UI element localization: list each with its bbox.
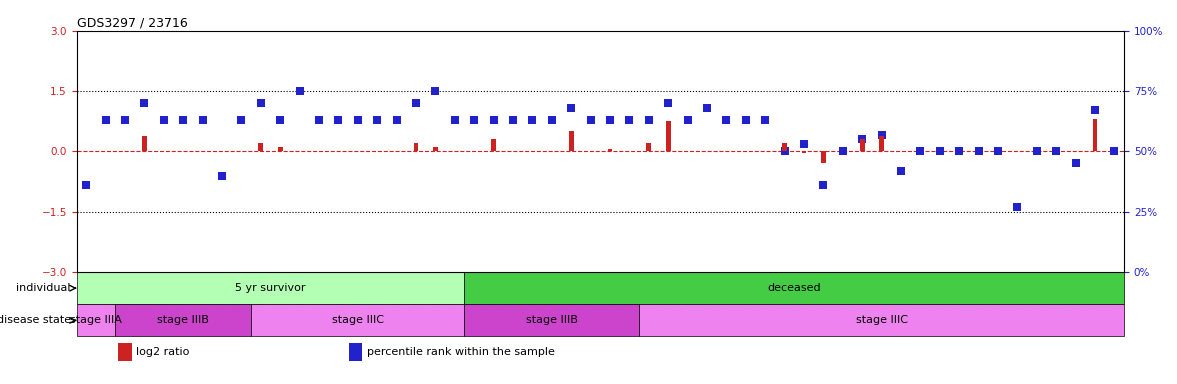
Point (484, 117, 503, 123)
Text: GDS3297 / 23716: GDS3297 / 23716 (77, 17, 187, 30)
Text: stage IIIB: stage IIIB (526, 315, 578, 325)
Point (504, 117, 523, 123)
Point (950, 148, 969, 154)
Point (406, 100, 425, 106)
Point (833, 148, 852, 154)
Text: stage IIIB: stage IIIB (158, 315, 210, 325)
Point (561, 105, 580, 111)
Point (620, 117, 639, 123)
Point (911, 148, 930, 154)
Point (387, 117, 406, 123)
Point (698, 105, 717, 111)
Bar (119, 343, 132, 361)
Text: deceased: deceased (767, 283, 822, 293)
Bar (607, 149, 612, 151)
Bar (115, 304, 251, 336)
Point (445, 117, 464, 123)
Point (891, 168, 910, 174)
Point (291, 88, 310, 94)
Point (310, 117, 328, 123)
Point (969, 148, 988, 154)
Bar (259, 142, 264, 151)
Point (115, 117, 134, 123)
Bar (879, 136, 884, 151)
Point (523, 117, 541, 123)
Point (1008, 204, 1026, 210)
Text: 5 yr survivor: 5 yr survivor (235, 283, 306, 293)
Point (1028, 148, 1046, 154)
Text: stage IIIA: stage IIIA (69, 315, 122, 325)
Point (639, 117, 658, 123)
Point (872, 131, 891, 137)
Bar (413, 142, 418, 151)
Point (600, 117, 619, 123)
Point (852, 136, 871, 142)
Text: individual: individual (16, 283, 71, 293)
Point (348, 117, 367, 123)
Bar (465, 304, 639, 336)
Point (232, 117, 251, 123)
Bar (802, 151, 806, 154)
Text: stage IIIC: stage IIIC (856, 315, 907, 325)
Point (776, 148, 794, 154)
Bar (433, 147, 438, 151)
Point (737, 117, 756, 123)
Point (252, 100, 271, 106)
Point (581, 117, 600, 123)
Point (794, 141, 813, 147)
Point (367, 117, 386, 123)
Point (678, 117, 697, 123)
Point (77, 182, 95, 188)
Point (213, 172, 232, 179)
Bar (348, 343, 363, 361)
Bar (783, 143, 787, 151)
Bar (491, 139, 496, 151)
Point (465, 117, 484, 123)
Point (328, 117, 347, 123)
Point (174, 117, 193, 123)
Bar (142, 136, 147, 151)
Bar (278, 147, 282, 151)
Bar (859, 139, 865, 151)
Point (97, 117, 115, 123)
Bar (646, 142, 651, 151)
Point (1085, 107, 1104, 113)
Bar (77, 272, 465, 304)
Point (717, 117, 736, 123)
Point (989, 148, 1008, 154)
Bar (251, 304, 465, 336)
Point (659, 100, 678, 106)
Bar (77, 304, 115, 336)
Point (814, 182, 833, 188)
Point (543, 117, 561, 123)
Bar (639, 304, 1124, 336)
Point (135, 100, 154, 106)
Bar (465, 272, 1124, 304)
Text: percentile rank within the sample: percentile rank within the sample (367, 347, 554, 357)
Point (271, 117, 290, 123)
Point (756, 117, 774, 123)
Bar (568, 131, 573, 151)
Point (154, 117, 173, 123)
Text: stage IIIC: stage IIIC (332, 315, 384, 325)
Bar (1092, 119, 1097, 151)
Text: disease state: disease state (0, 315, 71, 325)
Point (426, 88, 445, 94)
Text: log2 ratio: log2 ratio (137, 347, 189, 357)
Bar (666, 121, 671, 151)
Point (1105, 148, 1124, 154)
Point (930, 148, 949, 154)
Bar (820, 151, 826, 163)
Point (1046, 148, 1065, 154)
Point (1066, 161, 1085, 167)
Point (193, 117, 212, 123)
